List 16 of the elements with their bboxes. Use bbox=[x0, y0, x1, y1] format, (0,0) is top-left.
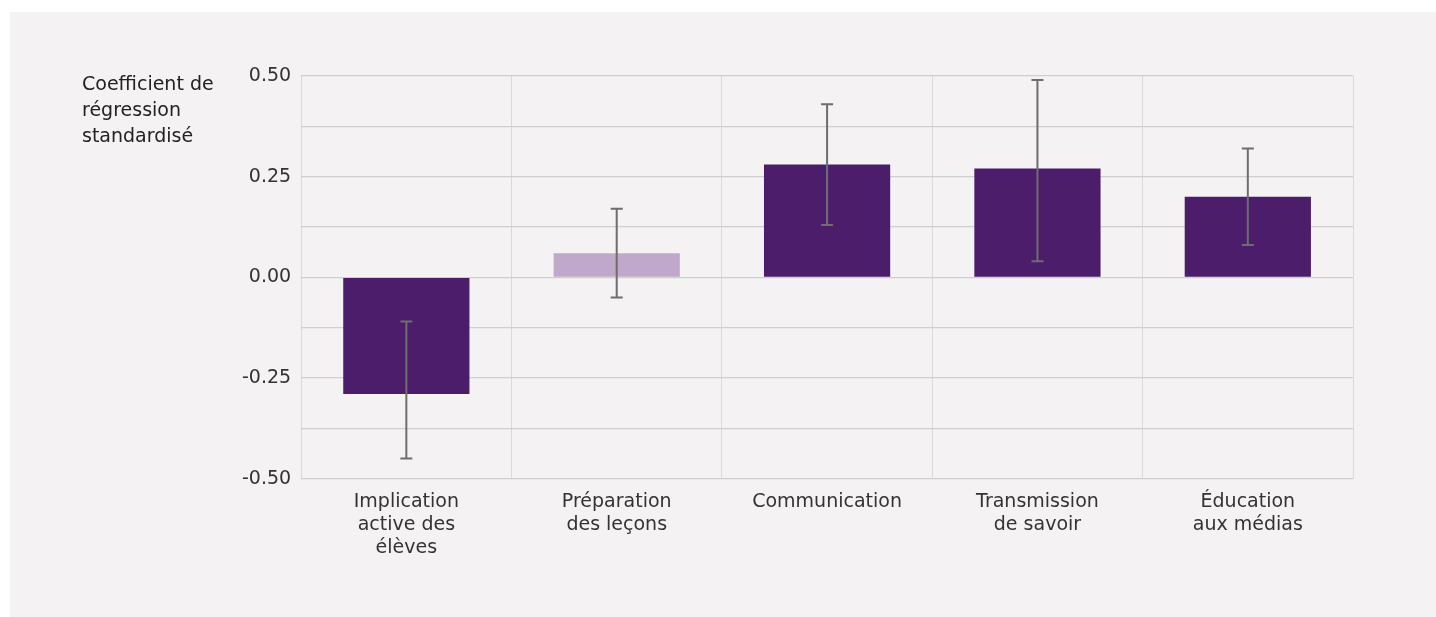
bar bbox=[763, 164, 891, 277]
x-tick-label: Éducation aux médias bbox=[1192, 488, 1303, 534]
x-tick-label: Implication active des élèves bbox=[353, 488, 459, 557]
y-tick-label: 0.25 bbox=[248, 163, 292, 186]
x-tick-label: Communication bbox=[752, 488, 902, 511]
y-tick-label: -0.50 bbox=[241, 465, 292, 488]
x-tick-label: Transmission de savoir bbox=[975, 488, 1099, 534]
bar bbox=[553, 253, 680, 277]
bar bbox=[1184, 196, 1311, 277]
x-tick-label: Préparation des leçons bbox=[561, 488, 672, 534]
bar bbox=[974, 168, 1101, 277]
y-tick-label: 0.00 bbox=[248, 264, 292, 287]
bar bbox=[343, 277, 470, 395]
y-axis-title: Coefficient de régression standardisé bbox=[82, 71, 215, 148]
y-tick-label: 0.50 bbox=[248, 62, 292, 85]
y-tick-label: -0.25 bbox=[241, 364, 292, 387]
